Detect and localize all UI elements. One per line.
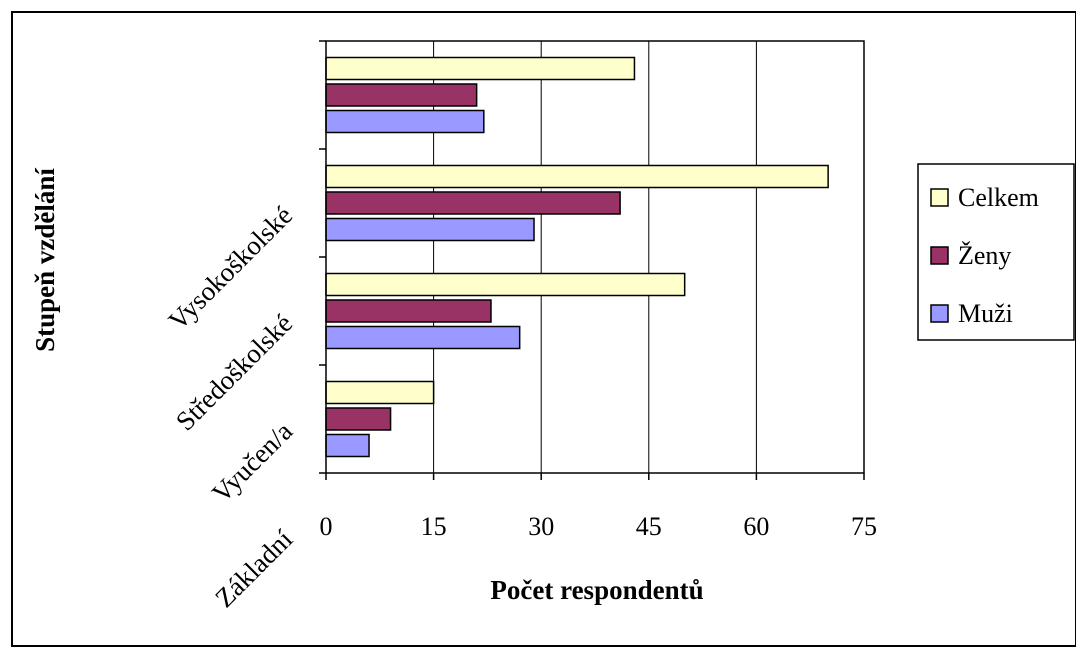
bar-Ženy-Vysokoškolské [325, 83, 478, 107]
x-tick-label: 45 [636, 512, 662, 541]
legend-swatch [930, 246, 949, 265]
x-tick-label: 75 [851, 512, 877, 541]
x-tick-label: 30 [528, 512, 554, 541]
bar-Muži-Vyučen/a [325, 325, 521, 350]
legend-swatch [930, 304, 949, 323]
x-tick-label: 0 [320, 512, 333, 541]
x-tick-label: 60 [743, 512, 769, 541]
bar-Muži-Základní [325, 433, 370, 458]
legend-label: Muži [958, 299, 1013, 328]
x-axis-tick-labels: 0 15 30 45 60 75 [320, 512, 878, 541]
legend: Celkem Ženy Muži [917, 163, 1075, 341]
bar-Ženy-Vyučen/a [325, 299, 492, 323]
legend-label: Celkem [958, 183, 1039, 212]
y-axis-ticks [319, 40, 326, 474]
bar-Muži-Vysokoškolské [325, 109, 485, 134]
y-axis-title: Stupeň vzdělání [30, 168, 60, 352]
legend-label: Ženy [958, 241, 1011, 270]
bar-Celkem-Středoškolské [325, 164, 829, 189]
bar-Celkem-Základní [325, 380, 435, 405]
bar-Ženy-Základní [325, 407, 392, 431]
bar-Ženy-Středoškolské [325, 191, 621, 215]
legend-swatch [930, 188, 949, 207]
x-tick-label: 15 [421, 512, 447, 541]
bar-Celkem-Vyučen/a [325, 272, 686, 297]
x-axis-title: Počet respondentů [490, 575, 703, 605]
chart-border [11, 11, 1076, 647]
bar-Muži-Středoškolské [325, 217, 535, 242]
bar-Celkem-Vysokoškolské [325, 56, 636, 81]
